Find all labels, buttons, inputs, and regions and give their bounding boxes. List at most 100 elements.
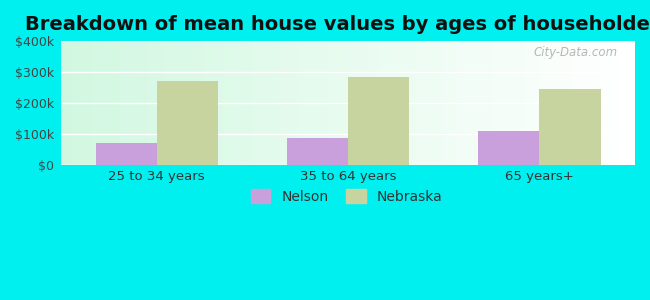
Bar [482,41,484,165]
Bar [402,41,404,165]
Bar [224,41,226,165]
Bar [67,41,69,165]
Bar [101,41,103,165]
Bar [593,41,595,165]
Bar [478,41,480,165]
Bar [327,41,329,165]
Bar [562,41,564,165]
Bar [172,41,174,165]
Bar [243,41,245,165]
Bar [189,41,191,165]
Bar [520,41,522,165]
Bar [421,41,422,165]
Bar [304,41,306,165]
Bar [226,41,227,165]
Bar [560,41,562,165]
Bar [551,41,552,165]
Bar [252,41,254,165]
Bar [461,41,463,165]
Bar [147,41,149,165]
Bar [164,41,166,165]
Bar [547,41,549,165]
Bar [406,41,408,165]
Bar [264,41,266,165]
Bar [558,41,560,165]
Bar [486,41,488,165]
Bar [157,41,159,165]
Bar [432,41,434,165]
Bar [323,41,325,165]
Bar [315,41,317,165]
Bar [582,41,583,165]
Bar [80,41,82,165]
Bar [388,41,390,165]
Bar [434,41,436,165]
Bar [507,41,509,165]
Bar [476,41,478,165]
Bar [99,41,101,165]
Bar [109,41,110,165]
Bar [241,41,243,165]
Bar [296,41,298,165]
Bar [276,41,278,165]
Bar [155,41,157,165]
Bar [285,41,287,165]
Bar [478,131,540,165]
Bar [436,41,438,165]
Bar [329,41,331,165]
Bar [541,41,543,165]
Bar [447,41,449,165]
Bar [103,41,105,165]
Bar [616,41,618,165]
Bar [278,41,279,165]
Bar [325,41,327,165]
Bar [114,41,116,165]
Bar [229,41,231,165]
Bar [499,41,501,165]
Bar [298,41,300,165]
Bar [343,41,344,165]
Bar [112,41,114,165]
Bar [144,41,145,165]
Bar [540,41,541,165]
Bar [398,41,400,165]
Bar [382,41,384,165]
Bar [122,41,124,165]
Bar [455,41,457,165]
Bar [262,41,264,165]
Bar [606,41,608,165]
Bar [82,41,84,165]
Bar [260,41,262,165]
Bar [212,41,214,165]
Bar [371,41,373,165]
Bar [587,41,589,165]
Bar [162,41,164,165]
Bar [191,41,193,165]
Bar [627,41,629,165]
Bar [440,41,442,165]
Bar [128,41,130,165]
Bar [111,41,112,165]
Bar [174,41,176,165]
Bar [522,41,524,165]
Bar [248,41,250,165]
Bar [227,41,229,165]
Bar [619,41,621,165]
Bar [516,41,518,165]
Bar [222,41,224,165]
Bar [442,41,444,165]
Bar [321,41,323,165]
Bar [268,41,270,165]
Bar [424,41,426,165]
Bar [597,41,599,165]
Bar [422,41,424,165]
Bar [430,41,432,165]
Bar [197,41,199,165]
Bar [410,41,411,165]
Bar [564,41,566,165]
Bar [187,41,189,165]
Bar [258,41,260,165]
Bar [308,41,310,165]
Bar [463,41,465,165]
Bar [203,41,205,165]
